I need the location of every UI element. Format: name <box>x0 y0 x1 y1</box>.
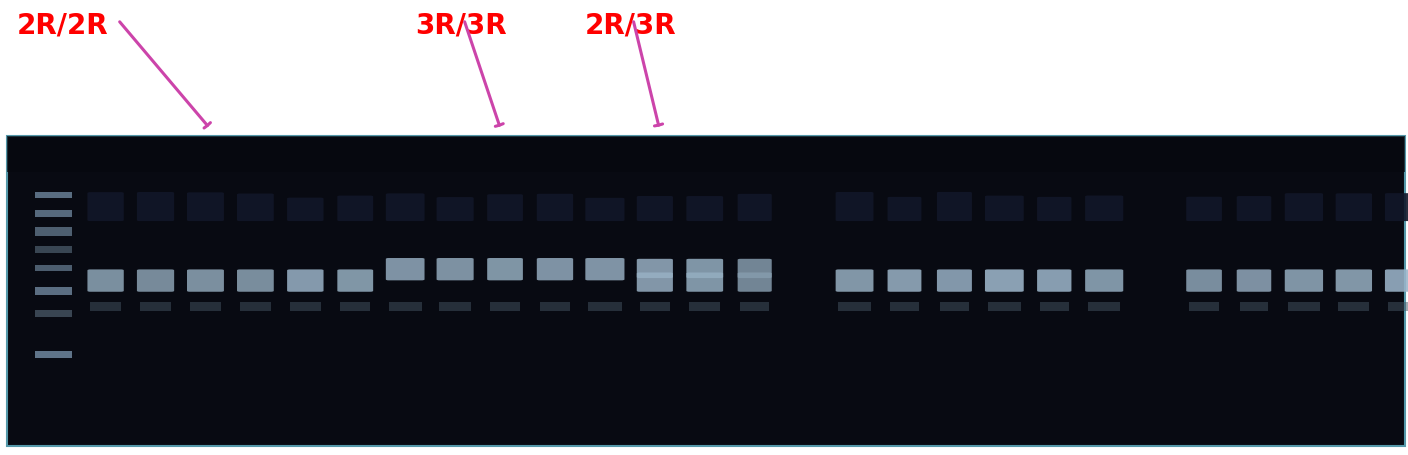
FancyBboxPatch shape <box>137 192 175 222</box>
Bar <box>490 302 520 312</box>
Bar <box>1088 302 1121 312</box>
FancyBboxPatch shape <box>738 259 772 278</box>
FancyBboxPatch shape <box>436 197 473 222</box>
FancyBboxPatch shape <box>586 198 625 222</box>
Bar <box>35 265 72 272</box>
Text: 2R/3R: 2R/3R <box>584 11 676 39</box>
FancyBboxPatch shape <box>1236 197 1271 222</box>
FancyBboxPatch shape <box>187 270 224 292</box>
Bar <box>35 193 72 198</box>
FancyBboxPatch shape <box>887 197 921 222</box>
Bar <box>35 352 72 358</box>
FancyBboxPatch shape <box>1336 270 1371 292</box>
FancyBboxPatch shape <box>1336 194 1371 222</box>
FancyBboxPatch shape <box>686 197 724 222</box>
Bar <box>341 302 370 312</box>
Bar <box>239 302 270 312</box>
FancyBboxPatch shape <box>87 193 124 222</box>
FancyBboxPatch shape <box>1038 197 1071 222</box>
FancyBboxPatch shape <box>835 270 873 292</box>
FancyBboxPatch shape <box>487 195 522 222</box>
FancyBboxPatch shape <box>1186 270 1222 292</box>
Bar <box>35 310 72 318</box>
FancyBboxPatch shape <box>1385 194 1408 222</box>
FancyBboxPatch shape <box>1284 270 1324 292</box>
FancyBboxPatch shape <box>835 192 873 222</box>
FancyBboxPatch shape <box>887 270 921 292</box>
Bar <box>35 287 72 295</box>
Bar <box>1041 302 1069 312</box>
Bar <box>589 302 622 312</box>
FancyBboxPatch shape <box>386 194 425 222</box>
FancyBboxPatch shape <box>187 193 224 222</box>
FancyBboxPatch shape <box>338 270 373 292</box>
FancyBboxPatch shape <box>536 258 573 281</box>
FancyBboxPatch shape <box>1086 270 1124 292</box>
Bar <box>439 302 470 312</box>
FancyBboxPatch shape <box>338 196 373 222</box>
Bar <box>90 302 121 312</box>
FancyBboxPatch shape <box>287 198 324 222</box>
FancyBboxPatch shape <box>1086 196 1124 222</box>
FancyBboxPatch shape <box>636 259 673 278</box>
Bar <box>290 302 321 312</box>
FancyBboxPatch shape <box>986 270 1024 292</box>
FancyBboxPatch shape <box>936 270 972 292</box>
Bar <box>389 302 422 312</box>
FancyBboxPatch shape <box>137 270 175 292</box>
FancyBboxPatch shape <box>1236 270 1271 292</box>
FancyBboxPatch shape <box>1186 197 1222 222</box>
FancyBboxPatch shape <box>686 259 724 278</box>
FancyBboxPatch shape <box>237 270 273 292</box>
Text: 2R/2R: 2R/2R <box>17 11 108 39</box>
Bar <box>1339 302 1369 312</box>
Text: 3R/3R: 3R/3R <box>415 11 507 39</box>
FancyBboxPatch shape <box>986 196 1024 222</box>
FancyBboxPatch shape <box>87 270 124 292</box>
Bar <box>7 136 1405 173</box>
Bar <box>689 302 721 312</box>
Bar <box>1287 302 1321 312</box>
Bar <box>539 302 570 312</box>
FancyBboxPatch shape <box>487 258 522 281</box>
Bar <box>639 302 670 312</box>
Bar <box>190 302 221 312</box>
Bar <box>35 228 72 237</box>
FancyBboxPatch shape <box>586 258 625 281</box>
FancyBboxPatch shape <box>936 192 972 222</box>
Bar <box>35 247 72 254</box>
FancyBboxPatch shape <box>738 194 772 222</box>
Bar <box>35 210 72 217</box>
Bar <box>1388 302 1408 312</box>
FancyBboxPatch shape <box>1284 194 1324 222</box>
FancyBboxPatch shape <box>386 258 425 281</box>
FancyBboxPatch shape <box>1038 270 1071 292</box>
FancyBboxPatch shape <box>1385 270 1408 292</box>
Bar <box>7 136 1405 446</box>
FancyBboxPatch shape <box>636 273 673 292</box>
Bar <box>139 302 172 312</box>
FancyBboxPatch shape <box>436 258 473 281</box>
Bar <box>838 302 870 312</box>
Bar <box>939 302 969 312</box>
Bar <box>1188 302 1219 312</box>
FancyBboxPatch shape <box>287 270 324 292</box>
FancyBboxPatch shape <box>237 194 273 222</box>
FancyBboxPatch shape <box>738 273 772 292</box>
FancyBboxPatch shape <box>636 197 673 222</box>
Bar <box>890 302 918 312</box>
Bar <box>741 302 769 312</box>
FancyBboxPatch shape <box>686 273 724 292</box>
Bar <box>1239 302 1269 312</box>
Bar <box>988 302 1021 312</box>
FancyBboxPatch shape <box>536 194 573 222</box>
